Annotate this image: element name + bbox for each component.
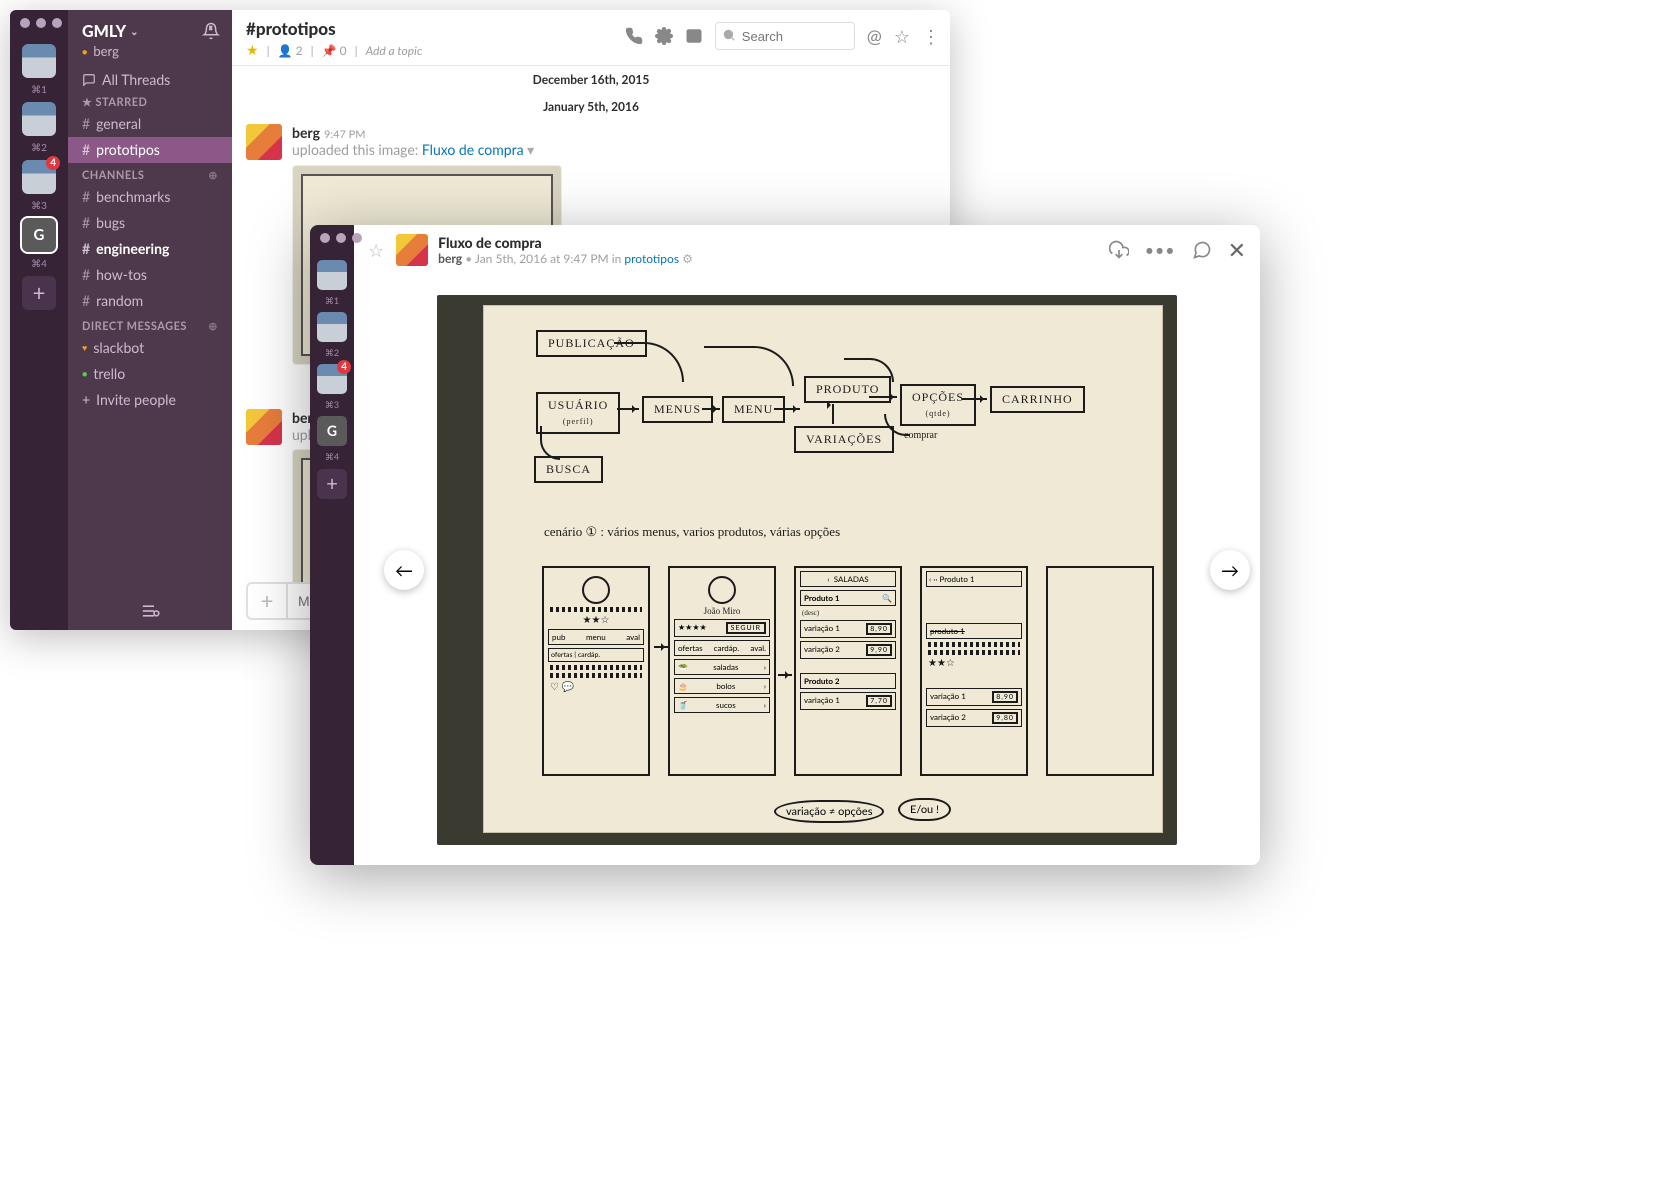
svg-text:z: z [210,26,213,32]
more-icon[interactable]: ⋮ [922,25,938,48]
mentions-icon[interactable]: @ [867,25,882,47]
snooze-icon[interactable]: z [202,22,220,40]
prev-button[interactable]: ← [384,550,424,590]
member-count[interactable]: 👤 2 [278,43,303,58]
workspace-2[interactable] [317,312,347,342]
channel-benchmarks[interactable]: #benchmarks [68,184,232,210]
star-icon[interactable]: ★ [246,41,259,59]
add-topic[interactable]: Add a topic [366,43,423,58]
download-cloud-icon[interactable] [1109,240,1129,260]
workspace-2[interactable] [22,102,56,136]
channel-random[interactable]: #random [68,288,232,314]
close-icon[interactable]: ✕ [1228,236,1246,264]
attach-button[interactable]: + [248,584,288,618]
workspace-switcher-mini: ⌘1 ⌘2 4⌘3 G⌘4 + [310,225,354,865]
image-viewer-window: ⌘1 ⌘2 4⌘3 G⌘4 + ☆ Fluxo de compra berg •… [310,225,1260,865]
workspace-1[interactable] [22,44,56,78]
call-icon[interactable] [625,27,643,45]
channel-header: #prototipos ★| 👤 2| 📌 0| Add a topic @ ☆… [232,10,950,66]
channels-heading[interactable]: CHANNELS⊕ [68,163,232,184]
all-threads[interactable]: All Threads [68,69,232,90]
search-input[interactable] [715,22,855,50]
channel-general[interactable]: #general [68,111,232,137]
window-traffic-lights[interactable] [20,18,62,28]
dm-trello[interactable]: ●trello [68,361,232,387]
search-icon [722,28,736,42]
pane-icon[interactable] [685,27,703,45]
workspace-3[interactable]: 4 [317,364,347,394]
workspace-switcher: ⌘1 ⌘2 4⌘3 G⌘4 + [10,10,68,630]
message-author[interactable]: berg [292,124,320,141]
viewer-header: ☆ Fluxo de compra berg • Jan 5th, 2016 a… [354,225,1260,275]
channel-how-tos[interactable]: #how-tos [68,262,232,288]
channel-engineering[interactable]: #engineering [68,236,232,262]
pin-count[interactable]: 📌 0 [322,43,347,58]
workspace-4-current[interactable]: G [317,416,347,446]
image-content[interactable]: Publicação Usuário(perfil) Menus Menu Pr… [437,295,1177,845]
channel-prototipos[interactable]: #prototipos [68,137,232,163]
source-channel-link[interactable]: prototipos [624,251,679,266]
workspace-3[interactable]: 4 [22,160,56,194]
file-link[interactable]: Fluxo de compra [422,141,524,158]
current-user: berg [93,43,119,59]
star-icon[interactable]: ☆ [368,239,384,262]
quick-switcher-icon[interactable] [140,603,160,619]
channel-bugs[interactable]: #bugs [68,210,232,236]
settings-icon[interactable] [655,27,673,45]
next-button[interactable]: → [1210,550,1250,590]
uploader-name[interactable]: berg [438,251,462,266]
workspace-1[interactable] [317,260,347,290]
star-toggle-icon[interactable]: ☆ [894,25,910,48]
comment-icon[interactable] [1192,240,1212,260]
window-traffic-lights[interactable] [320,233,362,243]
date-separator-2: January 5th, 2016 [232,93,950,120]
uploader-avatar[interactable] [396,234,428,266]
team-name[interactable]: GMLY⌄ [82,22,218,41]
message-time: 9:47 PM [324,128,366,141]
dm-slackbot[interactable]: ♥slackbot [68,335,232,361]
more-icon[interactable]: ••• [1145,241,1176,260]
avatar[interactable] [246,409,282,445]
starred-heading: ★ STARRED [68,90,232,111]
file-title: Fluxo de compra [438,234,693,251]
dm-heading[interactable]: DIRECT MESSAGES⊕ [68,314,232,335]
add-workspace-button[interactable]: + [317,469,347,499]
date-separator-1: December 16th, 2015 [232,66,950,93]
channel-sidebar: GMLY⌄ z ● berg All Threads ★ STARRED #gen… [68,10,232,630]
threads-icon [82,73,96,87]
presence-icon: ● [82,46,87,57]
avatar[interactable] [246,124,282,160]
workspace-4-current[interactable]: G [22,218,56,252]
invite-people[interactable]: +Invite people [68,387,232,413]
add-workspace-button[interactable]: + [22,276,56,310]
